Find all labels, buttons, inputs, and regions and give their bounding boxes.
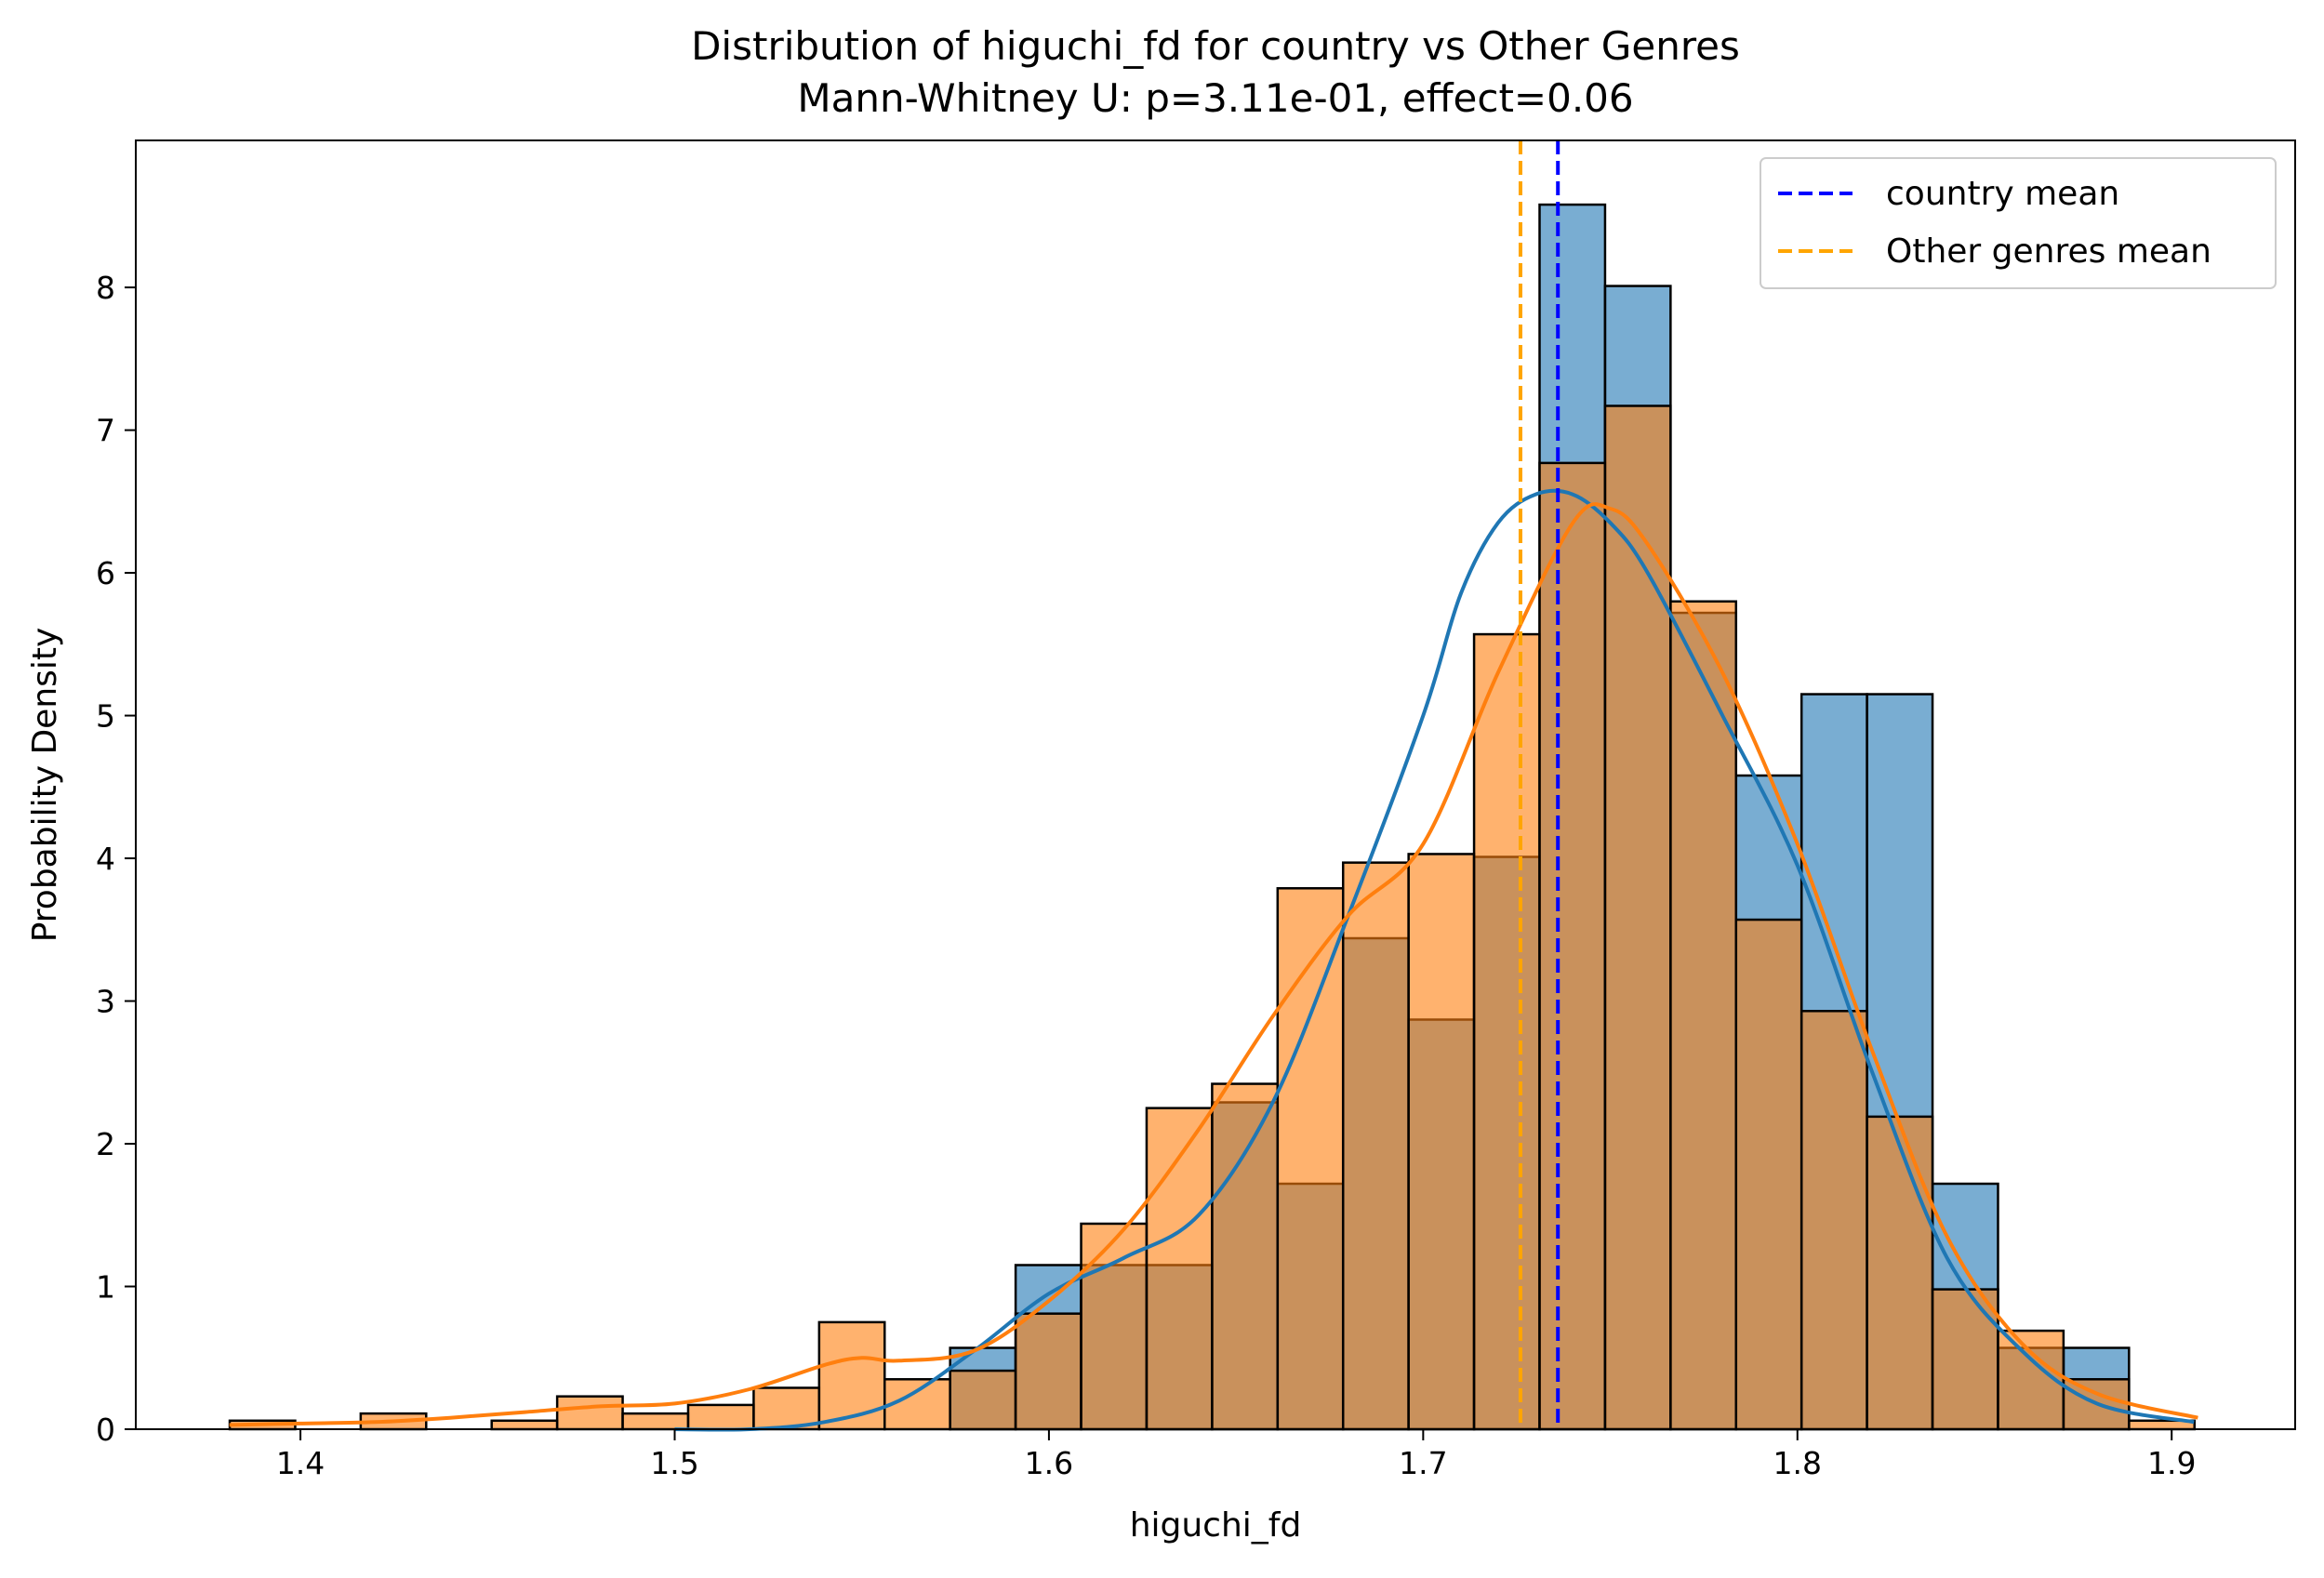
x-tick-label: 1.7 — [1399, 1445, 1447, 1481]
y-axis-label: Probability Density — [26, 628, 64, 943]
y-tick-label: 8 — [96, 270, 115, 306]
x-axis: 1.4 1.5 1.6 1.7 1.8 1.9 — [276, 1429, 2196, 1481]
x-tick-label: 1.8 — [1773, 1445, 1822, 1481]
y-axis: 0 1 2 3 4 5 6 7 8 — [96, 270, 136, 1448]
histogram-bar — [555, 1395, 624, 1431]
y-tick-label: 5 — [96, 698, 115, 735]
histogram-bar — [1603, 404, 1672, 1431]
x-tick-label: 1.9 — [2147, 1445, 2196, 1481]
histogram-bar — [949, 1369, 1017, 1431]
histogram-bar — [1080, 1222, 1149, 1431]
histogram-bar — [1799, 1010, 1868, 1431]
legend: country mean Other genres mean — [1760, 157, 2277, 289]
mean-lines — [1518, 140, 1560, 1429]
y-tick-label: 4 — [96, 841, 115, 877]
y-tick-label: 2 — [96, 1126, 115, 1162]
histogram-bar — [752, 1386, 821, 1431]
x-tick-label: 1.5 — [650, 1445, 698, 1481]
plot-frame — [135, 139, 2296, 1430]
histogram-bar — [1145, 1107, 1214, 1431]
histogram-bar — [1211, 1082, 1280, 1431]
histogram-bar — [1931, 1288, 1999, 1431]
x-tick-label: 1.4 — [276, 1445, 325, 1481]
histogram-bar — [621, 1412, 690, 1431]
kde-curves — [229, 488, 2198, 1432]
legend-label: country mean — [1886, 175, 2119, 213]
histogram-bar — [490, 1419, 559, 1431]
histogram-bar — [1472, 632, 1541, 1431]
histogram-bar — [686, 1403, 755, 1431]
x-tick-label: 1.6 — [1025, 1445, 1073, 1481]
y-tick-label: 3 — [96, 984, 115, 1020]
y-tick-label: 6 — [96, 555, 115, 591]
histogram-bar — [1014, 1312, 1082, 1431]
x-axis-label: higuchi_fd — [1130, 1506, 1302, 1545]
histogram-bar — [1407, 853, 1476, 1431]
histogram-bar — [1538, 461, 1607, 1431]
kde-curve — [229, 502, 2198, 1427]
chart-title: Distribution of higuchi_fd for country v… — [691, 23, 1740, 69]
chart-subtitle: Mann-Whitney U: p=3.11e-01, effect=0.06 — [797, 75, 1633, 121]
histogram-bar — [1276, 887, 1345, 1431]
histogram-bar — [1341, 861, 1410, 1431]
kde-curve — [674, 488, 2195, 1432]
legend-label: Other genres mean — [1886, 232, 2211, 271]
y-tick-label: 0 — [96, 1412, 115, 1448]
histogram-bar — [1866, 1115, 1934, 1431]
y-tick-label: 7 — [96, 413, 115, 449]
histogram-bar — [1734, 918, 1803, 1431]
legend-box — [1760, 157, 2277, 289]
y-tick-label: 1 — [96, 1269, 115, 1306]
histogram-bar — [817, 1320, 886, 1431]
